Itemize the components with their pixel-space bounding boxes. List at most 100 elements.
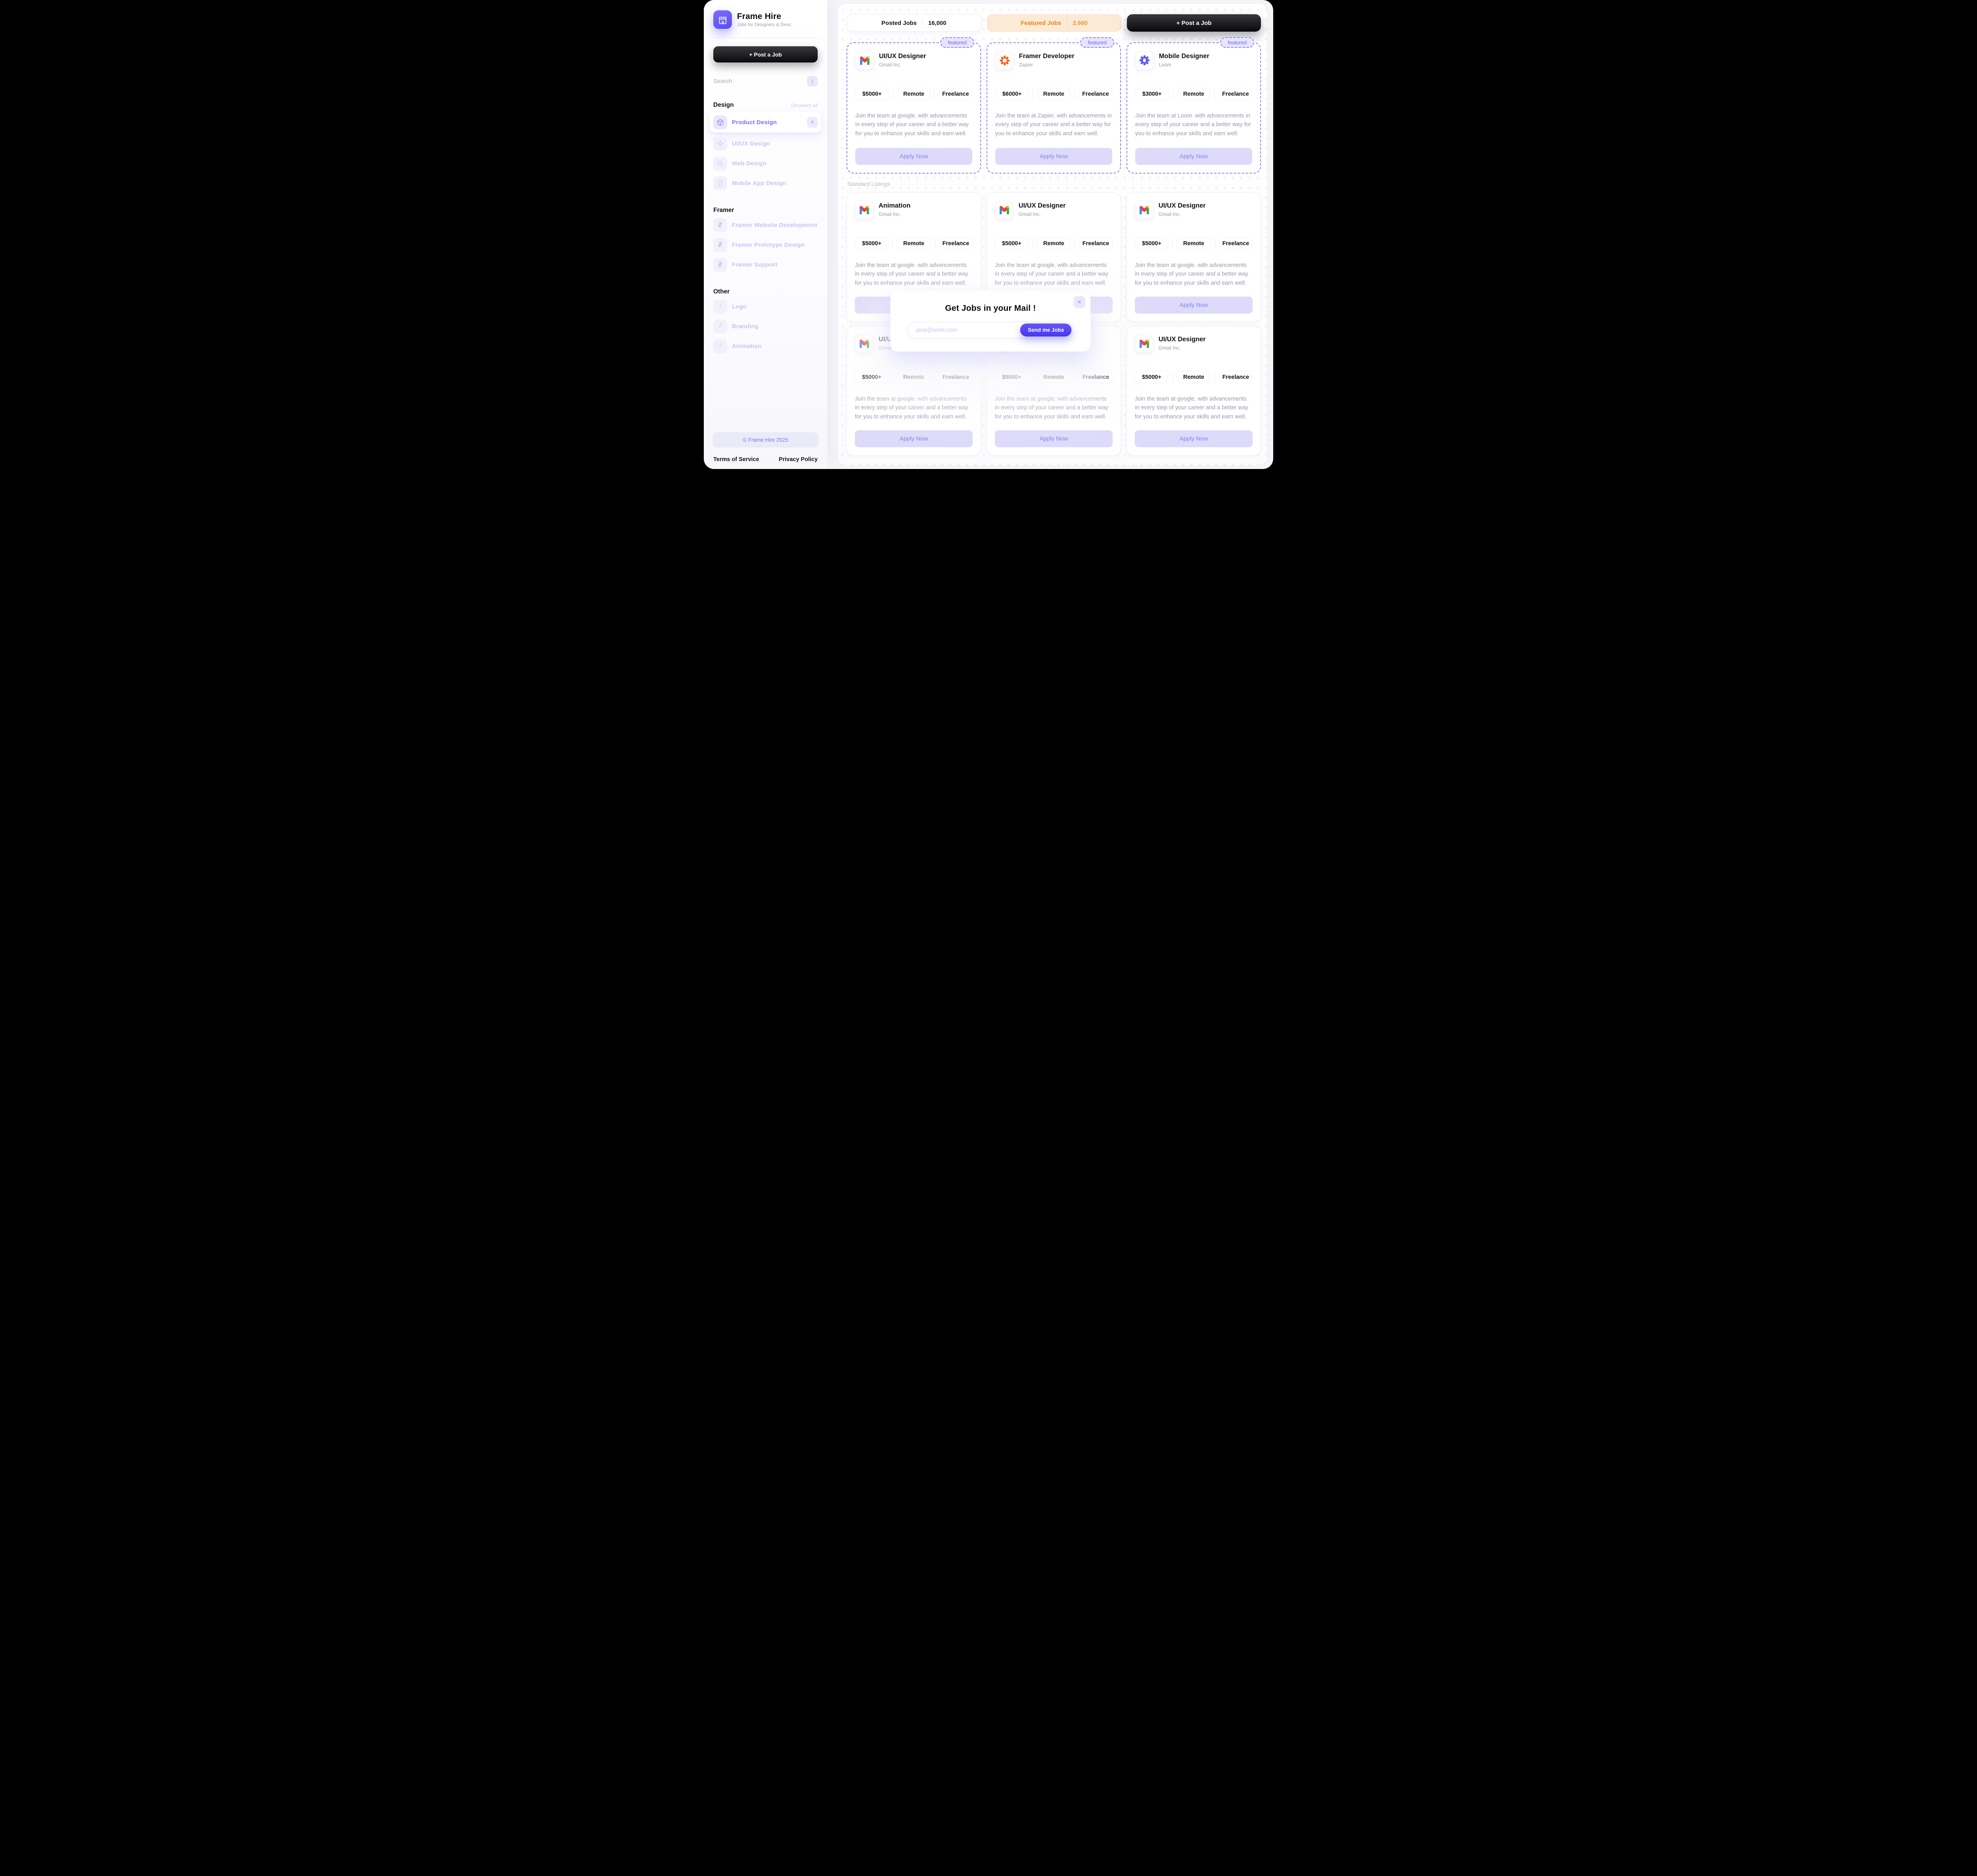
job-description: Join the team at google. with advancemen… <box>995 262 1108 286</box>
job-card-featured-uiux-designer: featured UI/UX Designer Gmail Inc. <box>847 37 981 174</box>
sidebar-item-label: Logo <box>732 303 747 310</box>
job-description: Join the team at google. with advancemen… <box>855 262 968 286</box>
salary-tag: $6000+ <box>995 88 1029 100</box>
salary-tag: $5000+ <box>1135 371 1169 383</box>
sidebar-item-branding[interactable]: / Branding <box>713 318 818 335</box>
type-tag: Freelance <box>939 371 973 383</box>
sidebar-item-label: Mobile App Design <box>732 180 786 187</box>
job-title: UI/UX Designer <box>1019 202 1066 209</box>
sidebar-item-framer-prototype-design[interactable]: Framer Prototype Design <box>713 236 818 253</box>
framer-icon <box>713 238 727 252</box>
sidebar: Frame Hire Jobs for Designers & Devs. + … <box>704 0 827 469</box>
salary-tag: $5000+ <box>855 88 889 100</box>
section-title-other: Other <box>713 288 730 295</box>
job-description: Join the team at google. with advancemen… <box>1135 262 1248 286</box>
main-panel: Posted Jobs 16,000 Featured Jobs 2,600 +… <box>837 3 1268 466</box>
framer-icon <box>713 257 727 272</box>
job-title: Mobile Designer <box>1159 53 1210 60</box>
gmail-icon <box>855 200 873 219</box>
apply-now-button[interactable]: Apply Now <box>855 148 972 165</box>
job-description: Join the team at google. with advancemen… <box>995 396 1108 420</box>
search-placeholder: Search <box>713 78 732 85</box>
terms-of-service-link[interactable]: Terms of Service <box>713 456 759 463</box>
featured-jobs-count: 2,600 <box>1073 19 1088 26</box>
sidebar-item-web-design[interactable]: Web Design <box>713 155 818 172</box>
sidebar-item-label: Product Design <box>732 119 777 126</box>
deselect-all-link[interactable]: Deselect all <box>791 102 818 108</box>
gmail-icon <box>855 334 873 353</box>
posted-jobs-counter[interactable]: Posted Jobs 16,000 <box>847 14 981 32</box>
gmail-icon <box>995 200 1013 219</box>
sparkle-icon <box>713 136 727 151</box>
location-tag: Remote <box>1037 371 1071 383</box>
sidebar-item-logo[interactable]: / Logo <box>713 298 818 315</box>
job-company: Loom <box>1159 62 1172 68</box>
sidebar-item-framer-website-development[interactable]: Framer Website Development <box>713 216 818 234</box>
featured-jobs-label: Featured Jobs <box>1021 19 1061 26</box>
section-title-framer: Framer <box>713 207 734 214</box>
search-input[interactable]: Search / <box>713 76 818 87</box>
sidebar-item-animation[interactable]: / Animation <box>713 337 818 355</box>
type-tag: Freelance <box>1219 88 1253 100</box>
section-title-design: Design <box>713 102 734 108</box>
slash-icon: / <box>713 319 727 333</box>
posted-jobs-count: 16,000 <box>928 19 947 26</box>
job-title: Framer Developer <box>1019 53 1075 60</box>
job-description: Join the team at Zapier. with advancemen… <box>995 113 1112 137</box>
sidebar-item-mobile-app-design[interactable]: Mobile App Design <box>713 174 818 192</box>
apply-now-button[interactable]: Apply Now <box>995 430 1113 447</box>
email-subscribe-modal: ✕ Get Jobs in your Mail ! Send me Jobs <box>890 291 1091 352</box>
job-title: UI/UX Designer <box>1159 202 1206 209</box>
apply-now-button[interactable]: Apply Now <box>1135 430 1253 447</box>
apply-now-button[interactable]: Apply Now <box>995 148 1112 165</box>
remove-filter-icon[interactable]: ✕ <box>807 117 818 128</box>
sidebar-item-label: Framer Support <box>732 261 778 268</box>
salary-tag: $5000+ <box>855 371 889 383</box>
posted-jobs-label: Posted Jobs <box>881 19 917 26</box>
post-job-button[interactable]: + Post a Job <box>713 46 818 62</box>
sidebar-item-product-design[interactable]: Product Design ✕ <box>710 112 821 132</box>
sidebar-item-label: UI/UX Design <box>732 140 770 147</box>
slash-icon: / <box>713 299 727 314</box>
type-tag: Freelance <box>1079 88 1113 100</box>
location-tag: Remote <box>1037 237 1071 250</box>
post-a-job-button[interactable]: + Post a Job <box>1127 14 1261 32</box>
job-description: Join the team at Loom. with advancements… <box>1135 113 1251 137</box>
job-company: Gmail Inc. <box>879 62 902 68</box>
salary-tag: $5000+ <box>1135 237 1169 250</box>
framer-icon <box>713 218 727 232</box>
gmail-icon <box>1135 200 1153 219</box>
privacy-policy-link[interactable]: Privacy Policy <box>779 456 818 463</box>
apply-now-button[interactable]: Apply Now <box>1135 148 1252 165</box>
sidebar-item-label: Web Design <box>732 160 767 167</box>
salary-tag: $5000+ <box>995 371 1029 383</box>
sidebar-item-label: Animation <box>732 342 762 350</box>
job-company: Gmail Inc. <box>1159 212 1181 217</box>
apply-now-button[interactable]: Apply Now <box>1135 297 1253 314</box>
type-tag: Freelance <box>1219 237 1253 250</box>
loom-icon <box>1135 51 1154 70</box>
sidebar-item-framer-support[interactable]: Framer Support <box>713 256 818 273</box>
job-description: Join the team at google. with advancemen… <box>855 396 968 420</box>
apply-now-button[interactable]: Apply Now <box>855 430 973 447</box>
type-tag: Freelance <box>1219 371 1253 383</box>
sidebar-item-uiux-design[interactable]: UI/UX Design <box>713 135 818 152</box>
featured-badge: featured <box>1220 37 1254 48</box>
slash-icon: / <box>713 339 727 353</box>
job-card-featured-framer-developer: featured <box>987 37 1121 174</box>
job-title: Animation <box>879 202 911 209</box>
app-subtitle: Jobs for Designers & Devs. <box>737 23 792 27</box>
app-logo: Frame Hire Jobs for Designers & Devs. <box>713 10 818 29</box>
zapier-icon <box>995 51 1014 70</box>
gmail-icon <box>1135 334 1153 353</box>
modal-title: Get Jobs in your Mail ! <box>945 304 1036 313</box>
location-tag: Remote <box>1177 237 1211 250</box>
location-tag: Remote <box>897 371 931 383</box>
job-card-uiux-designer: UI/UX Designer Gmail Inc. $5000+ Remote … <box>1126 326 1261 456</box>
storefront-icon <box>713 10 732 29</box>
job-card-uiux-designer: UI/UX Designer Gmail Inc. $5000+ Remote … <box>987 326 1121 456</box>
send-me-jobs-button[interactable]: Send me Jobs <box>1020 323 1072 337</box>
featured-jobs-counter[interactable]: Featured Jobs 2,600 <box>987 14 1122 32</box>
job-title: UI/UX Designer <box>1159 336 1206 343</box>
close-icon[interactable]: ✕ <box>1074 296 1085 308</box>
